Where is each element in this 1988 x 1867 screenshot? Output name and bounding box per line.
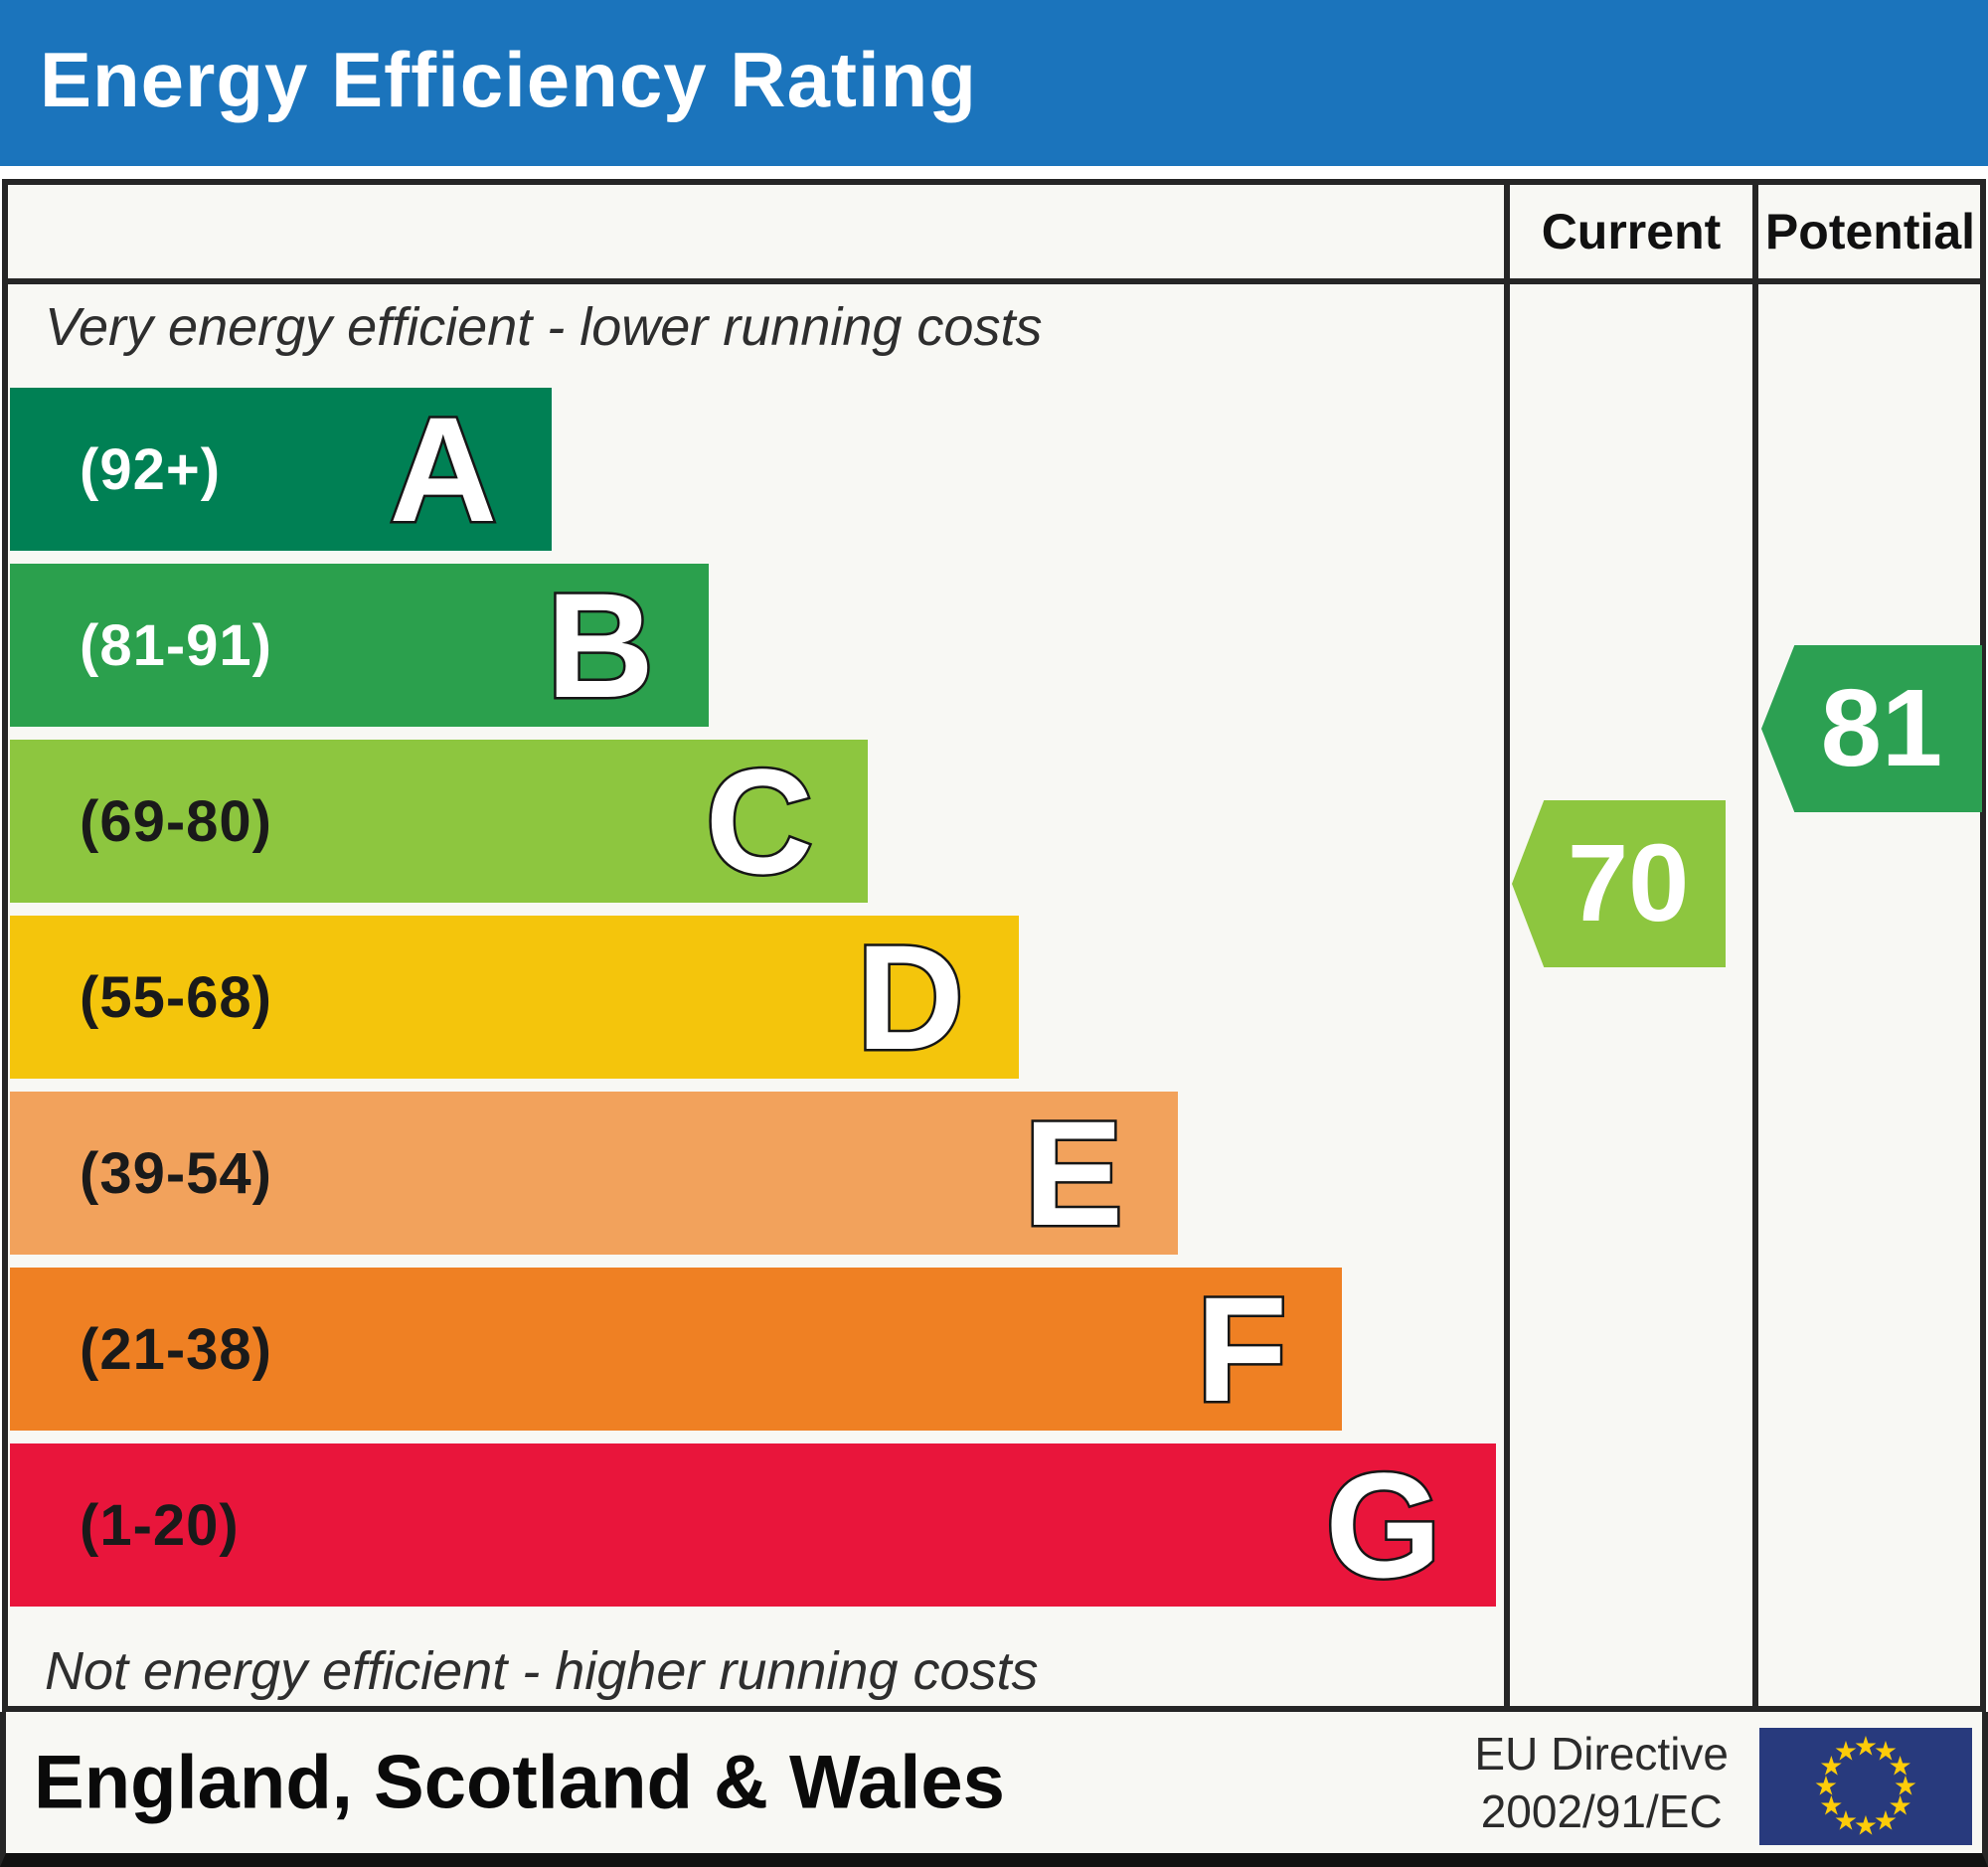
band-row-G: (1-20) G (10, 1443, 1496, 1607)
current-rating-value: 70 (1567, 822, 1690, 944)
divider-current-column (1504, 179, 1510, 1712)
band-letter: B (544, 562, 656, 729)
eu-flag-star: ★ (1873, 1805, 1899, 1836)
eu-flag-star: ★ (1813, 1771, 1839, 1801)
page-title: Energy Efficiency Rating (40, 36, 977, 123)
band-range-label: (1-20) (80, 1492, 240, 1558)
region-label: England, Scotland & Wales (34, 1740, 1005, 1825)
band-letter: C (703, 738, 815, 905)
band-range-label: (39-54) (80, 1140, 272, 1206)
band-range-label: (81-91) (80, 612, 272, 678)
divider-potential-column (1752, 179, 1758, 1712)
title-bar: Energy Efficiency Rating (0, 0, 1988, 166)
caption-not-efficient: Not energy efficient - higher running co… (45, 1641, 1039, 1701)
band-row-A: (92+) A (10, 388, 552, 551)
band-letter: E (1021, 1090, 1125, 1257)
eu-flag-star: ★ (1833, 1736, 1859, 1767)
eu-flag-star: ★ (1873, 1736, 1899, 1767)
band-range-label: (55-68) (80, 964, 272, 1030)
eu-flag-star: ★ (1853, 1810, 1879, 1841)
header-underline (2, 278, 1986, 284)
eu-directive-line1: EU Directive (1474, 1728, 1729, 1780)
band-letter: D (854, 914, 966, 1081)
eu-directive-label: EU Directive 2002/91/EC (1474, 1725, 1729, 1840)
eu-flag-star: ★ (1819, 1751, 1844, 1782)
eu-directive-line2: 2002/91/EC (1480, 1785, 1723, 1837)
eu-flag-star: ★ (1833, 1805, 1859, 1836)
potential-column-header: Potential (1764, 204, 1976, 259)
eu-flag-star: ★ (1819, 1790, 1844, 1821)
band-row-F: (21-38) F (10, 1268, 1342, 1431)
caption-very-efficient: Very energy efficient - lower running co… (45, 297, 1043, 357)
current-column-header: Current (1541, 204, 1722, 259)
band-range-label: (21-38) (80, 1316, 272, 1382)
current-rating-marker: 70 (1512, 800, 1726, 967)
band-row-B: (81-91) B (10, 564, 709, 727)
band-range-label: (69-80) (80, 788, 272, 854)
potential-rating-marker: 81 (1761, 645, 1982, 812)
eu-flag-icon: ★ ★ ★ ★ ★ ★ ★ ★ ★ ★ ★ ★ (1759, 1728, 1972, 1845)
footer: England, Scotland & Wales EU Directive 2… (0, 1712, 1988, 1867)
band-row-D: (55-68) D (10, 916, 1019, 1079)
eu-flag-star: ★ (1888, 1751, 1912, 1782)
band-range-label: (92+) (80, 436, 222, 502)
band-letter: G (1323, 1442, 1444, 1609)
band-row-E: (39-54) E (10, 1092, 1178, 1255)
eu-flag-star: ★ (1893, 1771, 1918, 1801)
potential-rating-value: 81 (1820, 667, 1943, 789)
band-letter: F (1194, 1266, 1290, 1433)
eu-flag-star: ★ (1853, 1731, 1879, 1762)
band-letter: A (387, 386, 499, 553)
eu-flag-star: ★ (1888, 1790, 1912, 1821)
band-row-C: (69-80) C (10, 740, 868, 903)
